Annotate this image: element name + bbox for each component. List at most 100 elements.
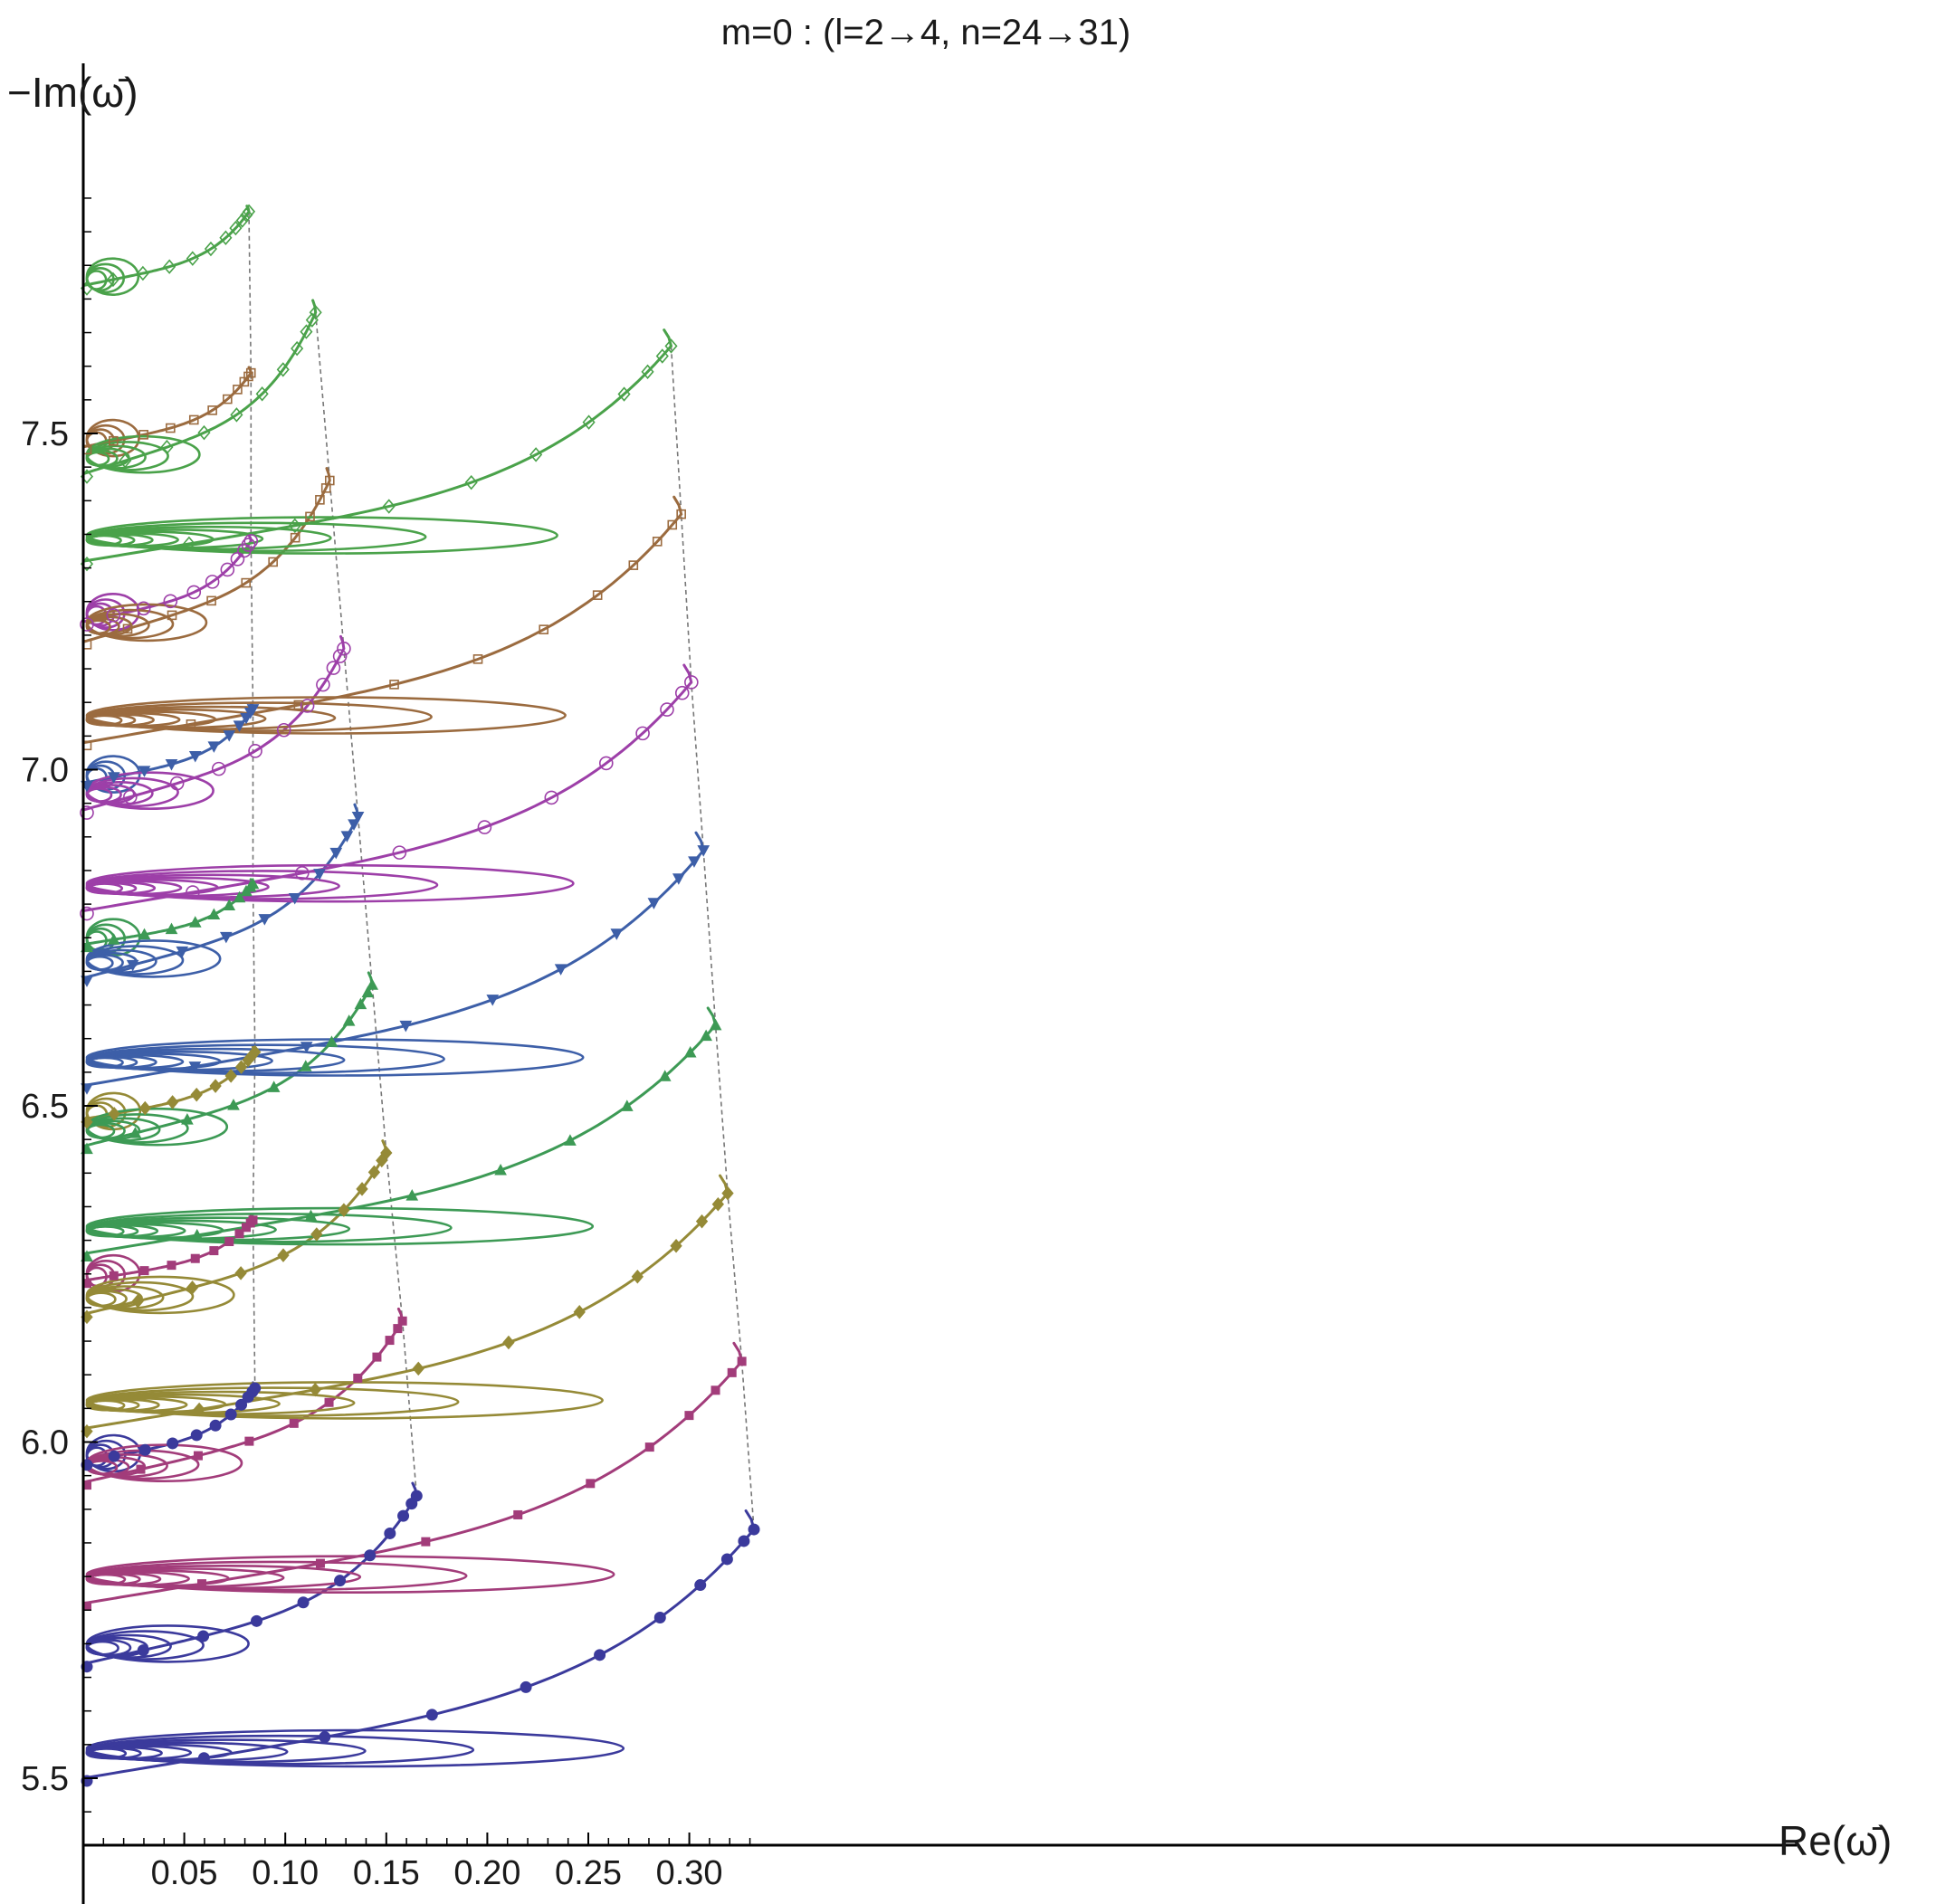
marker-l-2-n-26-4 [190, 1087, 203, 1102]
marker-l-3-n-25-8 [385, 1336, 395, 1346]
marker-l-3-n-24-6 [364, 1549, 377, 1562]
marker-l-3-n-24-7 [384, 1527, 396, 1539]
marker-l-3-n-31-6 [276, 362, 290, 377]
marker-l-4-n-26-5 [573, 1305, 586, 1319]
marker-l-4-n-25-7 [684, 1411, 694, 1421]
x-tick-label-0.05: 0.05 [151, 1854, 218, 1892]
x-tick-label-0.30: 0.30 [656, 1854, 723, 1892]
marker-l-2-n-28-1 [107, 772, 120, 784]
marker-l-2-n-25-3 [167, 1261, 176, 1271]
marker-l-2-n-27-4 [188, 916, 202, 928]
marker-l-3-n-31-10 [309, 305, 322, 320]
curve-l-3-n-27 [81, 971, 374, 1148]
marker-l-2-n-29-start [80, 617, 94, 632]
marker-l-2-n-31-2 [136, 265, 149, 281]
marker-l-4-n-30-6 [592, 590, 603, 600]
marker-l-2-n-25-6 [224, 1236, 234, 1246]
marker-l-4-n-25-10 [737, 1357, 747, 1366]
loop-l-3-n-31-6 [85, 451, 110, 467]
marker-l-4-n-30-4 [472, 654, 483, 664]
marker-l-3-n-26-7 [356, 1182, 368, 1196]
marker-l-3-n-24-3 [251, 1614, 263, 1627]
curve-l-3-n-31 [81, 299, 318, 476]
marker-l-3-n-31-1 [119, 452, 132, 469]
marker-l-3-n-31-3 [197, 424, 211, 441]
marker-l-4-n-27-6 [620, 1100, 634, 1111]
axes [81, 63, 1797, 1904]
marker-l-3-n-30-4 [241, 577, 252, 588]
marker-l-2-n-25-1 [109, 1271, 119, 1280]
marker-l-4-n-26-2 [309, 1382, 321, 1397]
marker-l-2-n-24-6 [224, 1408, 237, 1421]
x-axis-label: Re(ω̄) [1779, 1817, 1892, 1864]
marker-l-4-n-29-7 [635, 726, 650, 741]
marker-l-4-n-25-5 [586, 1479, 596, 1489]
marker-l-4-n-26-1 [193, 1402, 205, 1417]
marker-l-3-n-29-10 [337, 641, 351, 656]
marker-l-2-n-29-1 [106, 608, 121, 623]
marker-l-2-n-27-7 [233, 890, 246, 903]
marker-l-3-n-29-7 [316, 677, 330, 692]
marker-l-2-n-30-6 [223, 394, 233, 405]
loop-l-4-n-24-9 [85, 1747, 128, 1760]
loop-l-3-n-24-6 [85, 1640, 119, 1656]
marker-l-2-n-29-4 [186, 585, 202, 600]
loop-l-4-n-30-9 [85, 714, 123, 727]
loop-l-3-n-27-6 [85, 1123, 116, 1139]
marker-l-4-n-30-5 [539, 624, 549, 634]
marker-l-4-n-28-4 [486, 995, 500, 1006]
marker-l-3-n-25-5 [324, 1397, 334, 1407]
marker-l-3-n-28-1 [126, 959, 139, 972]
marker-l-3-n-26-8 [367, 1165, 381, 1180]
marker-l-3-n-29-1 [123, 789, 138, 804]
marker-l-3-n-24-5 [334, 1575, 347, 1587]
marker-l-2-n-26-1 [108, 1107, 120, 1121]
marker-l-2-n-28-7 [233, 720, 246, 732]
marker-l-3-n-28-4 [258, 914, 272, 926]
marker-l-2-n-27-3 [165, 922, 178, 935]
marker-l-3-n-31-2 [160, 439, 174, 455]
marker-l-3-n-27-10 [366, 978, 379, 990]
marker-l-2-n-27-6 [223, 899, 236, 910]
chart-title: m=0 : (l=2→4, n=24→31) [721, 13, 1130, 52]
marker-l-4-n-27-10 [709, 1018, 722, 1031]
marker-l-2-n-25-2 [139, 1266, 149, 1276]
marker-l-2-n-26-6 [224, 1069, 237, 1083]
marker-l-3-n-28-10 [351, 812, 365, 823]
marker-l-2-n-26-2 [138, 1100, 151, 1116]
marker-l-3-n-30-1 [122, 624, 133, 634]
marker-l-4-n-25-9 [727, 1367, 737, 1377]
marker-l-3-n-28-6 [313, 869, 326, 881]
marker-l-3-n-25-2 [193, 1451, 203, 1461]
marker-l-3-n-29-4 [248, 744, 262, 758]
loop-l-4-n-29-9 [85, 882, 124, 895]
marker-l-2-n-31-5 [204, 241, 217, 257]
marker-l-2-n-29-2 [136, 601, 151, 616]
marker-l-3-n-31-4 [230, 407, 243, 423]
marker-l-4-n-24-4 [520, 1680, 532, 1693]
marker-l-4-n-30-8 [652, 537, 663, 547]
marker-l-3-n-26-2 [186, 1280, 199, 1295]
marker-l-2-n-27-2 [138, 928, 151, 940]
marker-l-3-n-28-2 [176, 946, 189, 958]
marker-l-4-n-31-5 [529, 447, 543, 462]
marker-l-3-n-28-3 [220, 931, 233, 944]
marker-l-2-n-30-7 [233, 385, 243, 395]
marker-l-4-n-30-10 [676, 509, 686, 519]
marker-l-4-n-28-6 [610, 928, 624, 940]
loop-l-3-n-28-6 [85, 955, 114, 971]
marker-l-4-n-27-4 [494, 1163, 507, 1176]
marker-l-2-n-25-4 [190, 1253, 200, 1263]
marker-l-3-n-29-3 [211, 761, 226, 776]
x-tick-label-0.15: 0.15 [353, 1854, 420, 1892]
marker-l-4-n-28-7 [647, 898, 661, 909]
marker-l-2-n-28-6 [223, 730, 236, 742]
marker-l-4-n-27-7 [658, 1070, 672, 1081]
marker-l-2-n-27-1 [107, 933, 120, 945]
marker-l-3-n-26-5 [310, 1227, 323, 1242]
loop-l-4-n-28-9 [85, 1056, 124, 1069]
marker-l-4-n-29-6 [598, 756, 614, 771]
marker-l-3-n-27-9 [361, 985, 375, 998]
marker-l-2-n-30-10 [245, 367, 256, 378]
loop-l-4-n-26-9 [85, 1399, 126, 1412]
